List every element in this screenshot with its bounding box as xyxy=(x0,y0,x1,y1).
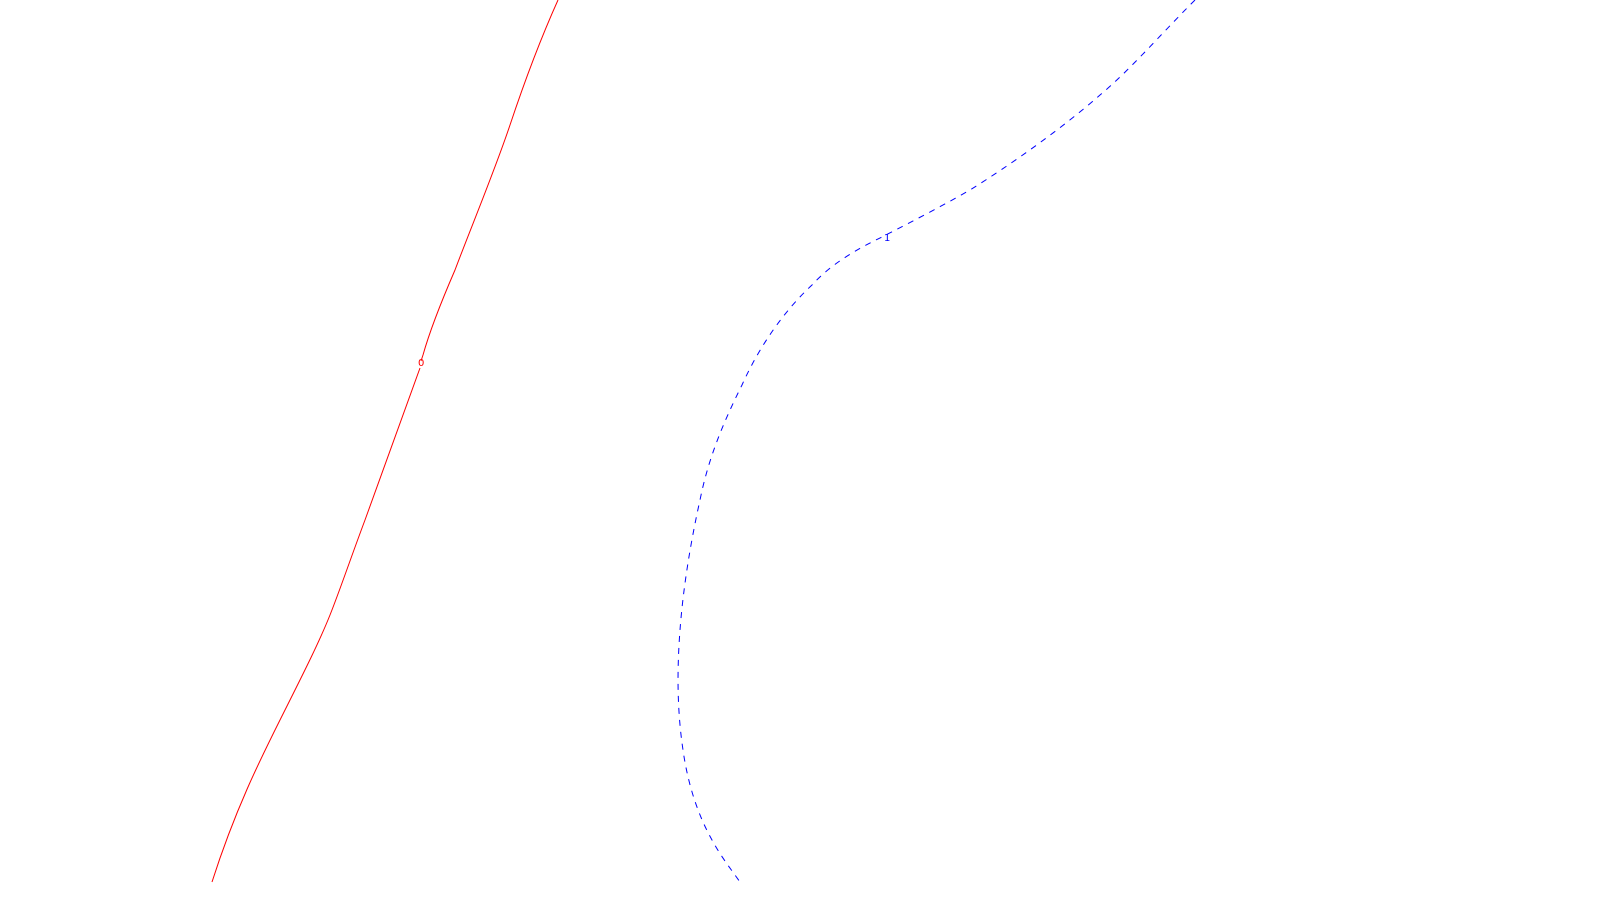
contour-line-0 xyxy=(211,0,559,883)
contour-line-1-group: 1 xyxy=(677,0,1196,883)
contour-line-0-group: 0 xyxy=(211,0,559,883)
contour-label-0: 0 xyxy=(418,358,424,369)
contour-line-1 xyxy=(677,0,1196,883)
contour-label-1: 1 xyxy=(884,233,890,244)
